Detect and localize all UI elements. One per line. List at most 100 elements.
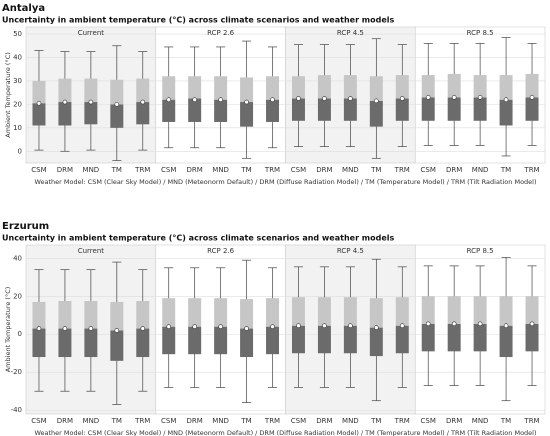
- y-tick-label: 0: [18, 147, 22, 155]
- mean-dot: [270, 324, 275, 329]
- box-upper: [447, 73, 461, 98]
- mean-dot: [451, 321, 457, 327]
- x-tick-label: CSM: [31, 166, 46, 174]
- x-tick-label: MND: [212, 166, 229, 174]
- y-tick-label: 50: [13, 30, 22, 38]
- box-lower: [188, 326, 202, 355]
- box-lower: [240, 102, 254, 127]
- x-tick-label: TRM: [523, 417, 539, 425]
- mean-dot: [529, 321, 535, 327]
- box-upper: [188, 76, 202, 99]
- x-tick-label: DRM: [187, 166, 203, 174]
- box-upper: [395, 75, 409, 99]
- mean-dot: [114, 328, 120, 333]
- x-axis-label: Weather Model: CSM (Clear Sky Model) / M…: [34, 429, 536, 436]
- y-tick-label: 30: [13, 77, 22, 85]
- box-lower: [188, 98, 202, 122]
- box-lower: [395, 325, 409, 354]
- box-lower: [421, 323, 435, 352]
- box-upper: [317, 297, 331, 326]
- box-upper: [162, 76, 176, 100]
- box-lower: [473, 97, 487, 121]
- mean-dot: [270, 97, 275, 102]
- x-tick-label: TM: [240, 417, 251, 425]
- y-tick-label: 20: [13, 292, 22, 300]
- box-lower: [32, 103, 46, 126]
- box-lower: [473, 323, 487, 352]
- y-tick-label: 40: [13, 53, 22, 61]
- box-upper: [188, 298, 202, 327]
- mean-dot: [322, 323, 327, 329]
- x-tick-label: DRM: [187, 417, 203, 425]
- box-lower: [162, 326, 176, 355]
- box-upper: [421, 75, 435, 98]
- box-upper: [162, 298, 176, 327]
- mean-dot: [503, 323, 509, 329]
- mean-dot: [114, 102, 120, 107]
- box-lower: [525, 97, 539, 121]
- chart-title: Antalya: [2, 3, 45, 14]
- box-lower: [240, 328, 254, 358]
- box-upper: [291, 76, 305, 99]
- mean-dot: [477, 321, 483, 327]
- mean-dot: [374, 325, 379, 330]
- box-upper: [136, 301, 150, 329]
- y-axis-label: Ambient Temperature (°C): [4, 52, 12, 138]
- box-upper: [240, 299, 254, 329]
- x-tick-label: TM: [240, 166, 251, 174]
- box-lower: [266, 99, 280, 122]
- y-tick-label: 0: [18, 330, 22, 338]
- mean-dot: [140, 99, 146, 105]
- mean-dot: [503, 97, 509, 102]
- panel-label: RCP 4.5: [337, 29, 364, 37]
- box-lower: [266, 326, 280, 355]
- x-tick-label: TM: [500, 166, 511, 174]
- x-tick-label: CSM: [291, 417, 306, 425]
- x-tick-label: CSM: [161, 417, 176, 425]
- box-upper: [136, 78, 150, 103]
- x-tick-label: DRM: [446, 417, 462, 425]
- box-upper: [58, 78, 72, 103]
- box-upper: [110, 79, 124, 105]
- box-lower: [84, 328, 98, 358]
- x-tick-label: MND: [472, 166, 489, 174]
- x-tick-label: CSM: [291, 166, 306, 174]
- mean-dot: [192, 324, 197, 329]
- box-upper: [343, 297, 357, 326]
- box-upper: [266, 298, 280, 327]
- box-upper: [32, 80, 46, 104]
- box-lower: [291, 325, 305, 354]
- box-upper: [214, 76, 228, 100]
- mean-dot: [192, 97, 197, 102]
- box-lower: [291, 98, 305, 121]
- mean-dot: [218, 324, 223, 329]
- x-tick-label: CSM: [161, 166, 176, 174]
- mean-dot: [88, 326, 94, 331]
- x-tick-label: MND: [342, 166, 359, 174]
- box-upper: [473, 75, 487, 98]
- box-lower: [499, 99, 513, 126]
- box-lower: [317, 98, 331, 121]
- box-upper: [525, 296, 539, 324]
- box-lower: [395, 98, 409, 121]
- box-lower: [343, 98, 357, 121]
- x-tick-label: CSM: [31, 417, 46, 425]
- mean-dot: [62, 326, 68, 331]
- box-upper: [499, 75, 513, 100]
- mean-dot: [166, 324, 172, 329]
- panel-label: Current: [78, 29, 105, 37]
- box-upper: [240, 77, 254, 103]
- mean-dot: [399, 323, 405, 329]
- box-lower: [343, 325, 357, 354]
- box-lower: [32, 328, 46, 358]
- chart-subtitle: Uncertainty in ambient temperature (°C) …: [2, 16, 395, 25]
- x-tick-label: DRM: [57, 166, 73, 174]
- box-upper: [110, 301, 124, 331]
- panel-label: RCP 2.6: [207, 29, 235, 37]
- panel-label: Current: [78, 247, 105, 255]
- y-tick-label: 40: [13, 254, 22, 262]
- box-lower: [317, 325, 331, 354]
- x-tick-label: MND: [83, 166, 100, 174]
- box-lower: [110, 104, 124, 128]
